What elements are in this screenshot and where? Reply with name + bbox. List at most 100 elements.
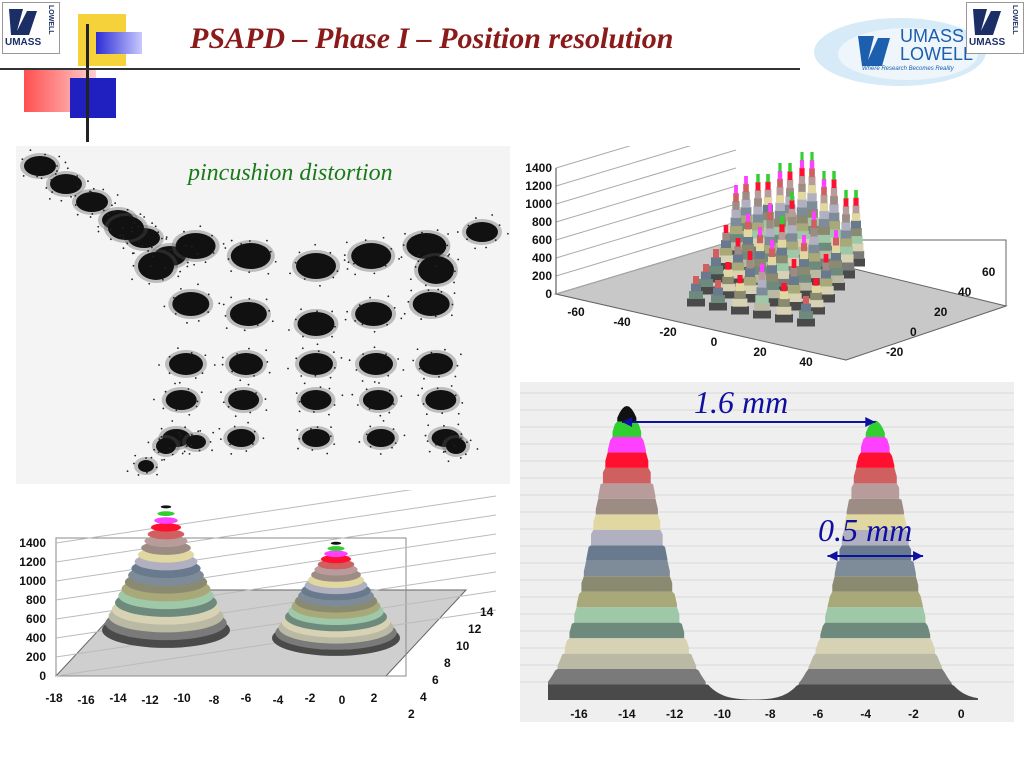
flood-dot — [164, 249, 166, 251]
flood-dot — [218, 427, 221, 430]
flood-dot — [402, 244, 405, 246]
grid-line — [555, 185, 737, 241]
flood-dot — [165, 238, 168, 240]
flood-dot — [265, 409, 268, 411]
flood-dot — [64, 161, 67, 164]
peak-band — [722, 232, 730, 241]
peak-band — [753, 206, 763, 215]
flood-dot — [424, 434, 427, 437]
peak-band — [786, 232, 798, 242]
flood-dot — [164, 432, 167, 435]
flood-dot — [230, 239, 233, 242]
flood-dot — [256, 324, 259, 327]
peak-band — [745, 268, 755, 277]
flood-dot — [382, 236, 385, 239]
flood-dot — [150, 246, 153, 249]
z-tick-label: 200 — [532, 269, 552, 283]
peak-band — [718, 255, 734, 263]
flood-dot — [185, 445, 188, 447]
peak-band — [703, 264, 709, 272]
flood-dot — [265, 298, 268, 301]
flood-blob — [138, 460, 154, 472]
flood-dot — [382, 419, 385, 422]
x-tick-label: -4 — [273, 693, 284, 707]
peak-band — [723, 225, 729, 233]
peak-profile-panel: -16 -14 -12 -10 -8 -6 -4 -2 0 1.6 mm 0.5 mm — [520, 382, 1014, 722]
flood-blob — [412, 292, 450, 316]
z-tick-label: 1400 — [525, 161, 552, 175]
flood-blob — [76, 192, 108, 212]
flood-dot — [193, 263, 196, 266]
flood-dot — [274, 260, 277, 263]
peak-band — [819, 202, 829, 212]
peak-band — [852, 205, 860, 214]
peak-band — [758, 271, 766, 280]
flood-dot — [265, 349, 268, 352]
x-tick-label: 40 — [799, 355, 813, 369]
peak-band — [746, 259, 754, 269]
profile-band — [581, 576, 919, 592]
peak-band — [730, 270, 746, 279]
flood-blob — [229, 353, 263, 375]
flood-dot — [248, 240, 251, 242]
flood-dot — [197, 283, 199, 286]
flood-dot — [177, 347, 179, 350]
flood-dot — [301, 347, 304, 350]
x-tick-label: -8 — [765, 707, 776, 721]
flood-dot — [183, 230, 185, 233]
flood-dot — [326, 452, 329, 455]
flood-dot — [297, 447, 299, 450]
flood-dot — [224, 314, 227, 317]
flood-blob — [230, 243, 271, 269]
peak-band — [808, 299, 824, 308]
peak-band — [801, 303, 811, 312]
peak-band — [822, 262, 830, 271]
flood-dot — [336, 270, 339, 273]
flood-dot — [368, 408, 371, 410]
flood-dot — [330, 426, 332, 429]
peak-band — [821, 178, 827, 188]
flood-dot — [453, 444, 456, 447]
flood-dot — [494, 239, 497, 242]
flood-dot — [87, 180, 89, 183]
peak-band — [787, 284, 801, 294]
peak-band — [806, 209, 818, 218]
flood-dot — [183, 450, 186, 453]
flood-dot — [188, 413, 191, 416]
peak-band — [808, 244, 820, 254]
surface-plot-bottom: 0 200 400 600 800 1000 1200 1400 -18 -16 -14 -12 -10… — [16, 476, 510, 722]
flood-dot — [92, 187, 95, 190]
peak-band — [788, 208, 796, 218]
flood-dot — [113, 211, 116, 214]
y-tick-label: 0 — [910, 325, 917, 339]
flood-dot — [300, 375, 303, 377]
peak-band — [728, 233, 744, 243]
flood-dot — [287, 367, 289, 370]
flood-dot — [369, 445, 372, 448]
flood-dot — [317, 350, 320, 353]
peak-band — [766, 219, 774, 229]
flood-dot — [188, 453, 191, 455]
peak-band — [830, 187, 838, 197]
flood-dot — [447, 460, 450, 463]
y-tick-label: 14 — [480, 605, 494, 619]
peak-band — [828, 212, 840, 222]
grid-line — [55, 476, 497, 544]
flood-dot — [266, 239, 268, 242]
flood-dot — [298, 437, 301, 440]
y-tick-label: 40 — [958, 285, 972, 299]
peak-band — [757, 234, 763, 244]
flood-blob — [138, 252, 174, 280]
peak-band — [811, 285, 821, 293]
umass-logo-right: UMASS LOWELL — [966, 2, 1024, 54]
flood-dot — [207, 293, 210, 296]
flood-dot — [506, 232, 509, 235]
flood-blob — [156, 438, 176, 454]
flood-dot — [227, 258, 230, 260]
peak-band — [806, 261, 822, 270]
flood-dot — [354, 273, 357, 276]
flood-dot — [393, 306, 396, 309]
flood-dot — [137, 225, 140, 228]
peak-band — [817, 294, 835, 303]
grid-line — [55, 514, 497, 582]
